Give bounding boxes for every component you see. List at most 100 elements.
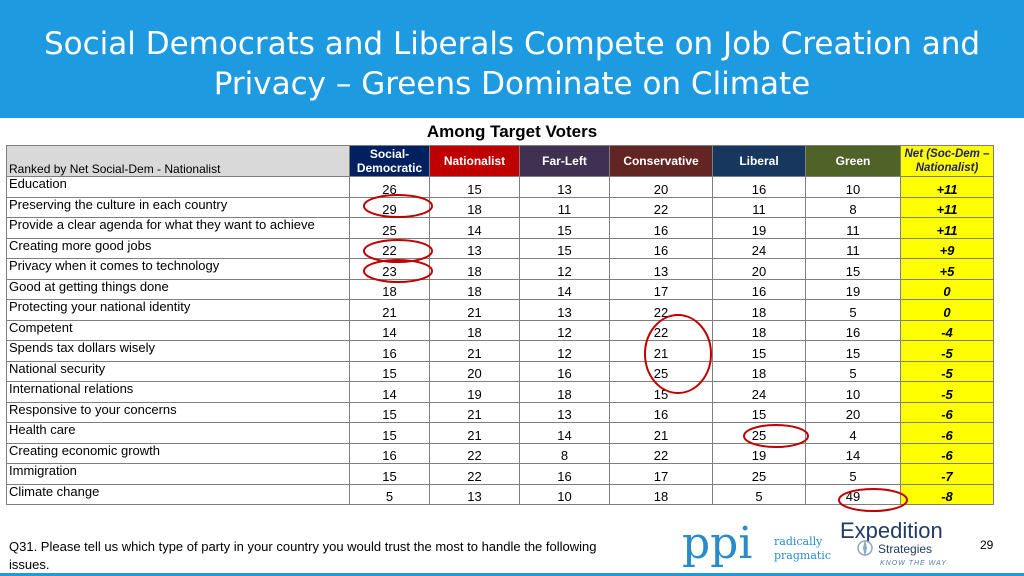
value-cell: 14: [429, 217, 520, 239]
value-cell: 18: [429, 319, 520, 341]
value-cell: 25: [609, 360, 713, 382]
table-row: Privacy when it comes to technology 23 18 1…: [6, 258, 994, 280]
trust-issues-table: Ranked by Net Social-Dem - Nationalist S…: [6, 145, 994, 505]
value-cell: 25: [349, 217, 430, 239]
value-cell: 15: [609, 381, 713, 403]
table-row: Provide a clear agenda for what they wan…: [6, 217, 994, 239]
column-header-net: Net (Soc-Dem – Nationalist): [900, 145, 994, 177]
footer-divider: [0, 573, 1024, 576]
table-row: Education 26 15 13 20 16 10 +11: [6, 176, 994, 198]
value-cell: 15: [805, 258, 901, 280]
value-cell: 15: [349, 401, 430, 423]
net-cell: -6: [900, 442, 994, 464]
value-cell: 14: [519, 422, 610, 444]
value-cell: 15: [349, 422, 430, 444]
net-cell: +9: [900, 237, 994, 259]
table-subtitle: Among Target Voters: [426, 122, 598, 141]
slide-title-line-2: Privacy – Greens Dominate on Climate: [213, 66, 811, 102]
value-cell: 19: [712, 217, 806, 239]
issue-label: Creating economic growth: [6, 442, 350, 464]
ranking-label: Ranked by Net Social-Dem - Nationalist: [6, 145, 350, 177]
table-row: Climate change 5 13 10 18 5 49 -8: [6, 483, 994, 505]
value-cell: 10: [805, 381, 901, 403]
compass-icon: [857, 539, 873, 557]
net-cell: +5: [900, 258, 994, 280]
value-cell: 12: [519, 319, 610, 341]
value-cell: 25: [712, 422, 806, 444]
issue-label: Protecting your national identity: [6, 299, 350, 321]
value-cell: 18: [519, 381, 610, 403]
value-cell: 11: [805, 237, 901, 259]
issue-label: Privacy when it comes to technology: [6, 258, 350, 280]
value-cell: 21: [609, 422, 713, 444]
value-cell: 13: [519, 401, 610, 423]
issue-label: Competent: [6, 319, 350, 341]
value-cell: 20: [429, 360, 520, 382]
net-cell: +11: [900, 217, 994, 239]
value-cell: 29: [349, 196, 430, 218]
value-cell: 12: [519, 258, 610, 280]
value-cell: 18: [712, 299, 806, 321]
value-cell: 15: [349, 463, 430, 485]
net-cell: +11: [900, 196, 994, 218]
table-row: Good at getting things done 18 18 14 17 16 19 0: [6, 278, 994, 300]
value-cell: 15: [519, 217, 610, 239]
net-cell: -5: [900, 340, 994, 362]
value-cell: 15: [712, 401, 806, 423]
net-cell: +11: [900, 176, 994, 198]
value-cell: 15: [805, 340, 901, 362]
value-cell: 22: [609, 442, 713, 464]
value-cell: 11: [519, 196, 610, 218]
value-cell: 18: [712, 319, 806, 341]
net-cell: -8: [900, 483, 994, 505]
header-row: Ranked by Net Social-Dem - Nationalist S…: [6, 145, 994, 177]
value-cell: 16: [609, 217, 713, 239]
issue-label: Education: [6, 176, 350, 198]
value-cell: 5: [712, 483, 806, 505]
value-cell: 22: [609, 196, 713, 218]
value-cell: 13: [609, 258, 713, 280]
value-cell: 24: [712, 381, 806, 403]
issue-label: Creating more good jobs: [6, 237, 350, 259]
value-cell: 18: [429, 196, 520, 218]
net-cell: 0: [900, 299, 994, 321]
value-cell: 14: [349, 319, 430, 341]
value-cell: 21: [429, 401, 520, 423]
value-cell: 5: [805, 463, 901, 485]
value-cell: 17: [609, 463, 713, 485]
value-cell: 21: [429, 299, 520, 321]
column-header-liberal: Liberal: [712, 145, 806, 177]
value-cell: 8: [805, 196, 901, 218]
value-cell: 14: [349, 381, 430, 403]
issue-label: Responsive to your concerns: [6, 401, 350, 423]
issue-label: Health care: [6, 422, 350, 444]
question-footnote: Q31. Please tell us which type of party …: [9, 539, 597, 572]
value-cell: 13: [519, 299, 610, 321]
expedition-logo-tagline: KNOW THE WAY: [880, 560, 947, 567]
value-cell: 16: [712, 278, 806, 300]
issue-label: Immigration: [6, 463, 350, 485]
issue-label: Provide a clear agenda for what they wan…: [6, 217, 350, 239]
value-cell: 12: [519, 340, 610, 362]
value-cell: 10: [519, 483, 610, 505]
value-cell: 16: [519, 463, 610, 485]
value-cell: 22: [429, 463, 520, 485]
value-cell: 21: [609, 340, 713, 362]
value-cell: 16: [349, 340, 430, 362]
value-cell: 24: [712, 237, 806, 259]
expedition-strategies-logo: Expedition Strategies KNOW THE WAY: [840, 518, 947, 567]
value-cell: 5: [349, 483, 430, 505]
ppi-logo-mark: ppi: [682, 518, 752, 569]
issue-label: International relations: [6, 381, 350, 403]
value-cell: 19: [805, 278, 901, 300]
net-cell: -4: [900, 319, 994, 341]
value-cell: 15: [349, 360, 430, 382]
expedition-logo-line-1: Expedition: [840, 518, 943, 543]
table-row: Spends tax dollars wisely 16 21 12 21 15 15 -5: [6, 340, 994, 362]
value-cell: 15: [712, 340, 806, 362]
issue-label: Preserving the culture in each country: [6, 196, 350, 218]
value-cell: 16: [609, 237, 713, 259]
table-row: Creating economic growth 16 22 8 22 19 14 -6: [6, 442, 994, 464]
value-cell: 16: [712, 176, 806, 198]
value-cell: 21: [429, 422, 520, 444]
